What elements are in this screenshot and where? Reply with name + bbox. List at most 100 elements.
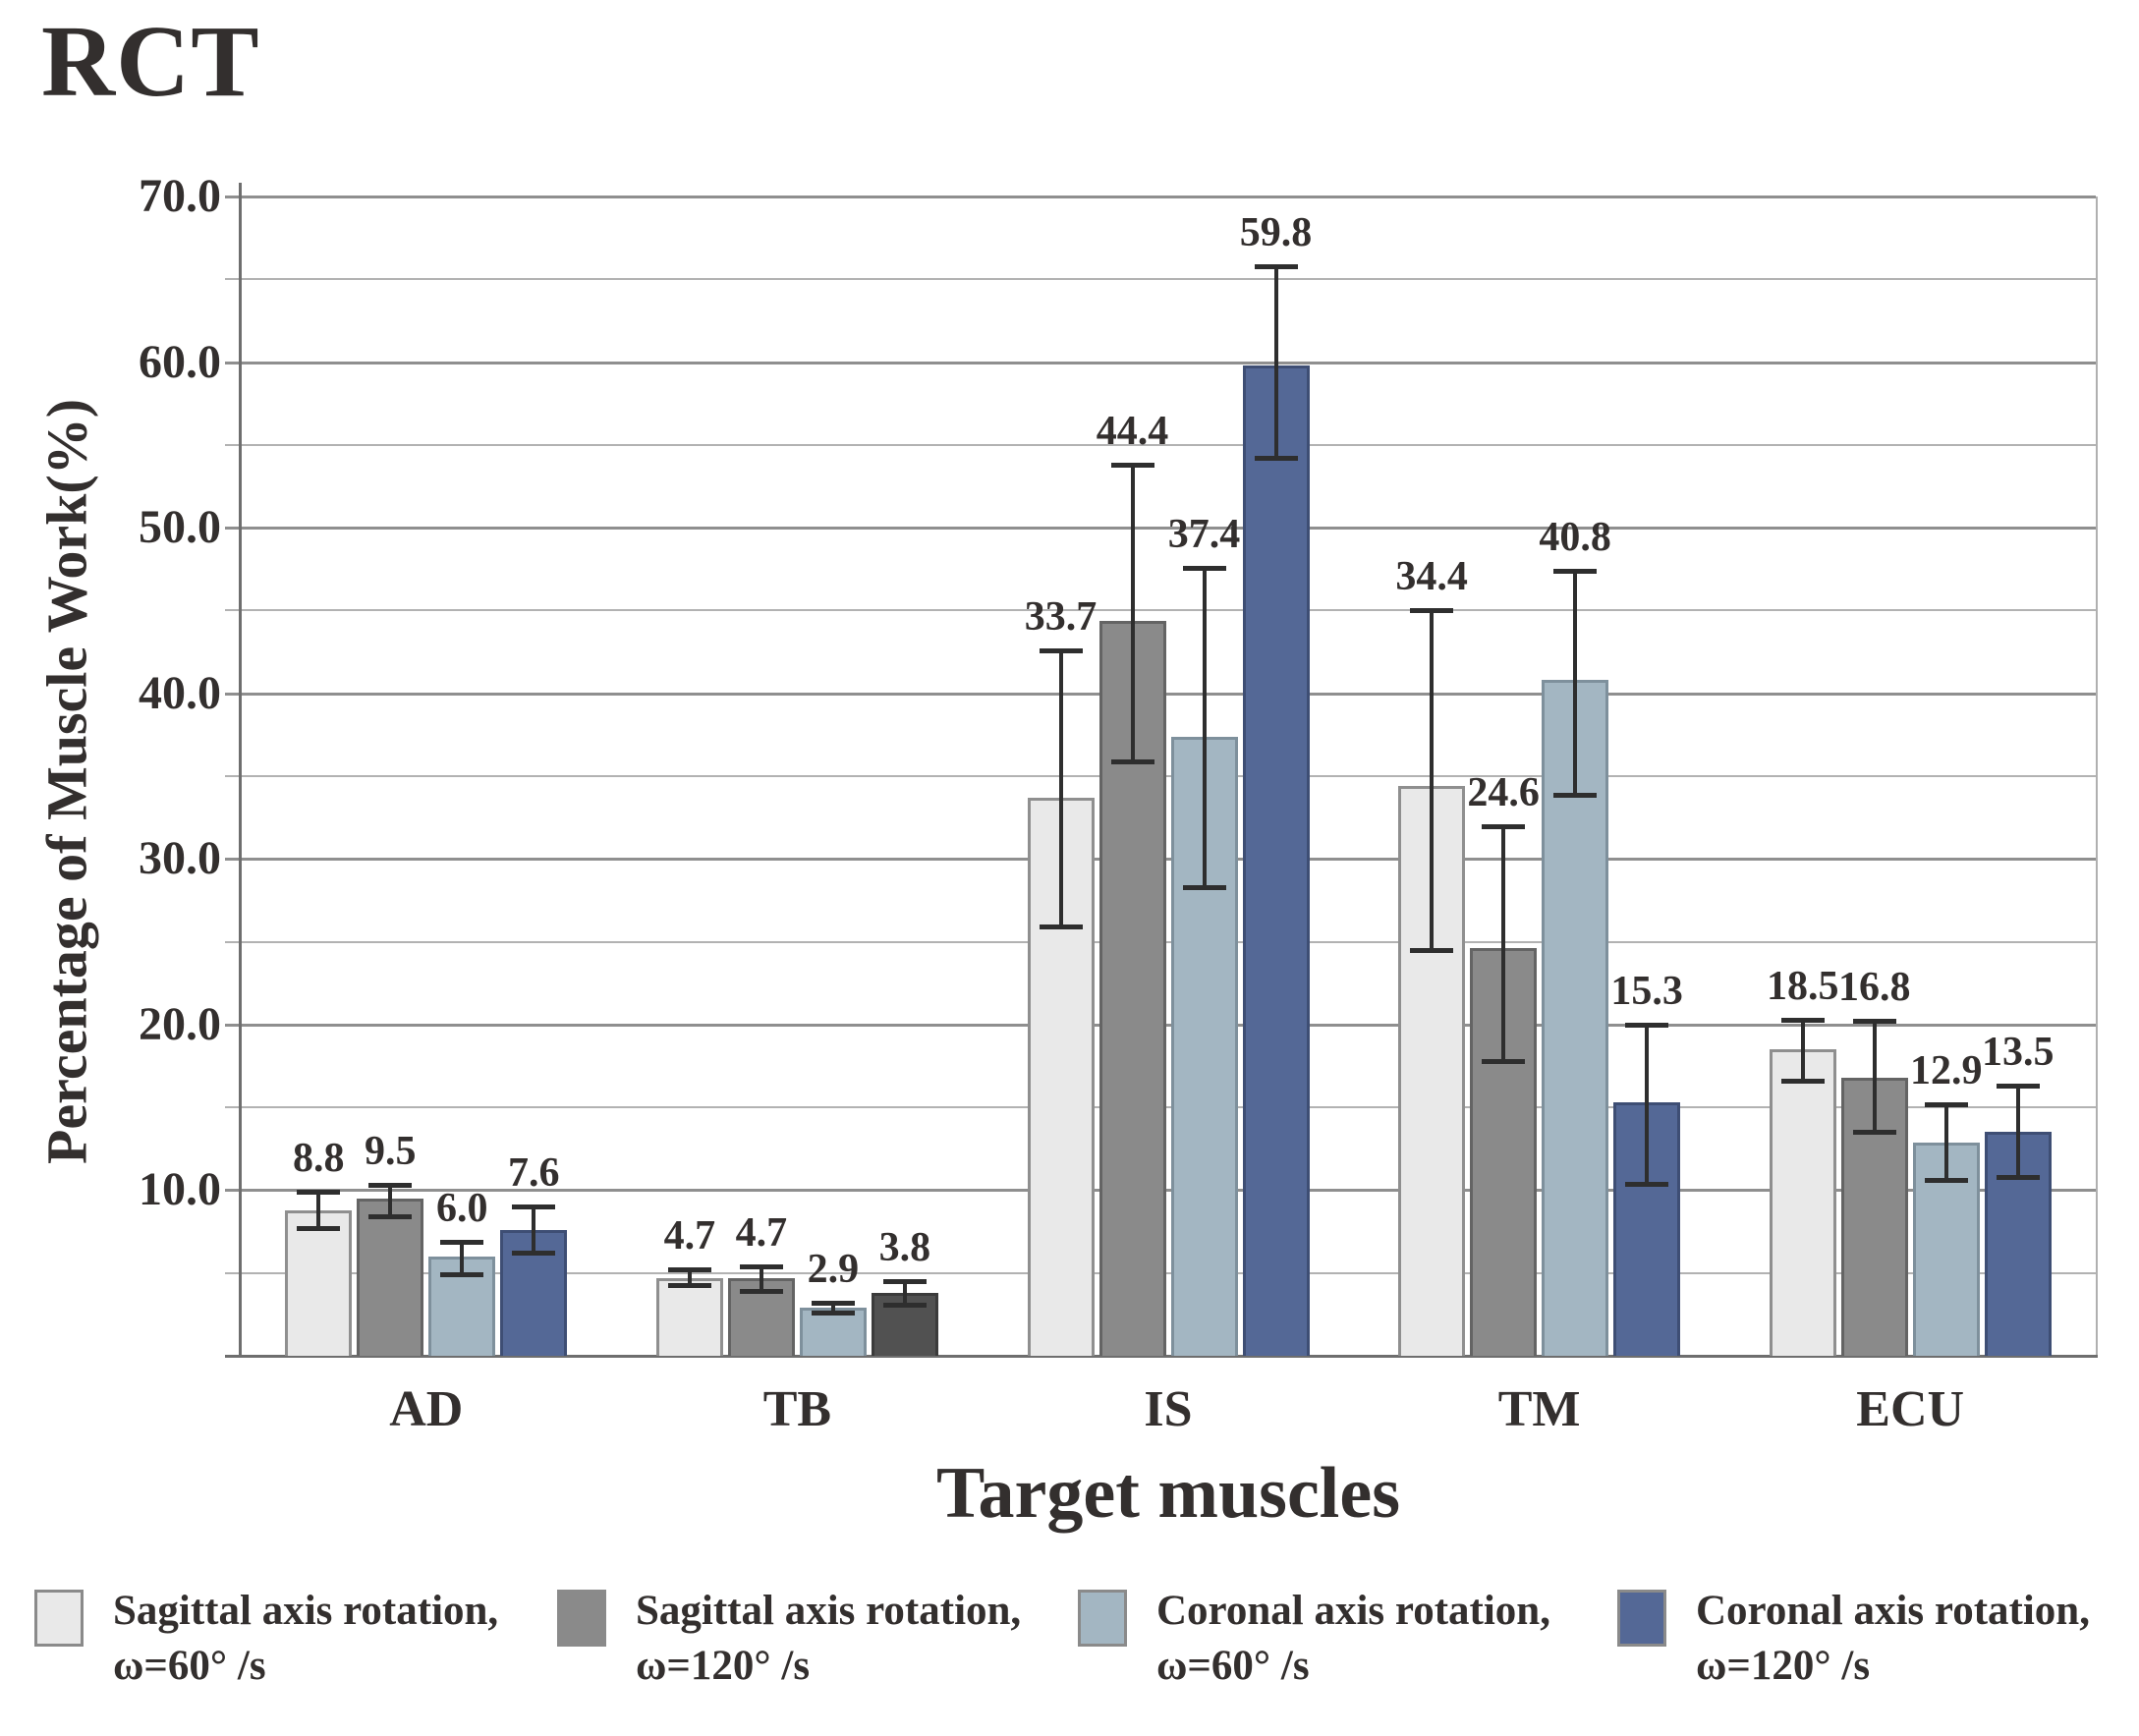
error-bar-line (1943, 1103, 1948, 1181)
error-bar-cap-lower (739, 1289, 783, 1295)
bar-value-label: 8.8 (293, 1136, 345, 1182)
bar-value-label: 9.5 (365, 1129, 417, 1175)
bar-value-label: 3.8 (878, 1225, 931, 1271)
bar-value-label: 18.5 (1766, 963, 1839, 1009)
bar-value-label: 4.7 (735, 1209, 788, 1256)
x-category-label: TB (762, 1381, 832, 1437)
x-category-label: IS (1144, 1381, 1193, 1437)
bar-TB-s3 (799, 1308, 867, 1356)
bar-IS-s3 (1170, 736, 1238, 1356)
bar-value-label: 24.6 (1467, 769, 1540, 815)
legend-swatch (1617, 1590, 1666, 1647)
legend-item: Coronal axis rotation, ω=60° /s (1078, 1584, 1589, 1711)
error-bar-cap-lower (667, 1282, 711, 1288)
gridline-minor (225, 609, 2096, 612)
error-bar-cap-lower (368, 1214, 413, 1220)
y-tick-label: 30.0 (139, 832, 221, 885)
x-category-label: AD (389, 1381, 464, 1437)
bar-value-label: 44.4 (1096, 409, 1169, 455)
error-bar-line (830, 1303, 835, 1314)
error-bar-cap-lower (1780, 1079, 1825, 1085)
error-bar-line (1800, 1019, 1805, 1082)
error-bar-cap-lower (1852, 1130, 1896, 1136)
error-bar-line (1430, 610, 1435, 950)
error-bar-line (1645, 1024, 1650, 1184)
x-category-label: ECU (1856, 1381, 1965, 1437)
legend-swatch (1078, 1590, 1127, 1647)
bar-value-label: 37.4 (1167, 511, 1241, 557)
plot-right-border (2096, 196, 2098, 1356)
error-bar-cap-lower (1410, 948, 1454, 953)
legend-item: Sagittal axis rotation, ω=120° /s (557, 1584, 1068, 1711)
error-bar-line (1872, 1021, 1877, 1133)
x-category-label: TM (1497, 1381, 1581, 1437)
error-bar-cap-lower (512, 1251, 556, 1257)
error-bar-cap-upper (440, 1239, 484, 1245)
legend-label-line1: Coronal axis rotation, (1696, 1588, 2090, 1634)
legend-label: Coronal axis rotation, ω=60° /s (1156, 1584, 1550, 1694)
bar-value-label: 34.4 (1395, 554, 1468, 600)
bar-AD-s2 (357, 1198, 424, 1356)
legend-item: Sagittal axis rotation, ω=60° /s (34, 1584, 545, 1711)
bar-value-label: 6.0 (436, 1185, 488, 1231)
y-tick-label: 20.0 (139, 997, 221, 1050)
x-axis-title: Target muscles (935, 1453, 1401, 1534)
chart-title: RCT (41, 5, 260, 118)
legend-label-line2: ω=120° /s (636, 1643, 811, 1689)
error-bar-cap-lower (811, 1311, 855, 1316)
error-bar-cap-upper (1852, 1019, 1896, 1025)
bar-value-label: 59.8 (1239, 209, 1313, 255)
error-bar-cap-upper (368, 1183, 413, 1189)
bar-AD-s1 (285, 1209, 353, 1356)
y-tick-label: 60.0 (139, 335, 221, 388)
bar-value-label: 16.8 (1837, 965, 1911, 1011)
error-bar-cap-upper (882, 1279, 927, 1285)
y-tick-label: 40.0 (139, 666, 221, 719)
legend-label-line1: Sagittal axis rotation, (113, 1588, 499, 1634)
error-bar-line (1573, 570, 1578, 795)
error-bar-cap-lower (1039, 924, 1083, 930)
error-bar-line (902, 1281, 907, 1305)
error-bar-cap-upper (667, 1267, 711, 1273)
bar-value-label: 13.5 (1981, 1030, 2055, 1076)
error-bar-line (532, 1206, 536, 1254)
error-bar-cap-lower (1110, 758, 1154, 764)
error-bar-line (316, 1192, 321, 1229)
gridline-major (225, 196, 2096, 198)
gridline-minor (225, 278, 2096, 281)
bar-value-label: 7.6 (508, 1150, 560, 1197)
bar-ECU-s1 (1769, 1049, 1836, 1356)
legend-swatch (557, 1590, 606, 1647)
legend-label-line1: Coronal axis rotation, (1156, 1588, 1550, 1634)
error-bar-line (687, 1269, 692, 1285)
error-bar-cap-upper (297, 1190, 341, 1196)
bar-value-label: 4.7 (663, 1213, 716, 1260)
error-bar-cap-upper (811, 1301, 855, 1307)
y-axis-line (239, 183, 242, 1358)
error-bar-cap-lower (882, 1302, 927, 1308)
legend-label: Sagittal axis rotation, ω=120° /s (636, 1584, 1021, 1694)
legend-label: Sagittal axis rotation, ω=60° /s (113, 1584, 498, 1694)
error-bar-line (759, 1265, 763, 1292)
error-bar-cap-upper (1924, 1101, 1968, 1107)
error-bar-cap-upper (739, 1263, 783, 1269)
bar-value-label: 2.9 (807, 1247, 860, 1293)
error-bar-cap-upper (1410, 608, 1454, 614)
error-bar-cap-lower (440, 1272, 484, 1278)
error-bar-line (388, 1185, 393, 1217)
error-bar-cap-lower (297, 1226, 341, 1232)
gridline-minor (225, 443, 2096, 446)
error-bar-cap-lower (1924, 1178, 1968, 1184)
error-bar-cap-upper (1553, 568, 1598, 574)
error-bar-cap-lower (1625, 1181, 1669, 1187)
legend-label-line1: Sagittal axis rotation, (636, 1588, 1022, 1634)
legend-swatch (34, 1590, 84, 1647)
error-bar-cap-upper (1996, 1084, 2040, 1090)
error-bar-cap-lower (1182, 884, 1226, 890)
error-bar-cap-lower (1996, 1174, 2040, 1180)
error-bar-line (460, 1241, 465, 1275)
legend-label: Coronal axis rotation, ω=120° /s (1696, 1584, 2090, 1694)
error-bar-cap-upper (1254, 263, 1298, 269)
legend-label-line2: ω=60° /s (1156, 1643, 1310, 1689)
